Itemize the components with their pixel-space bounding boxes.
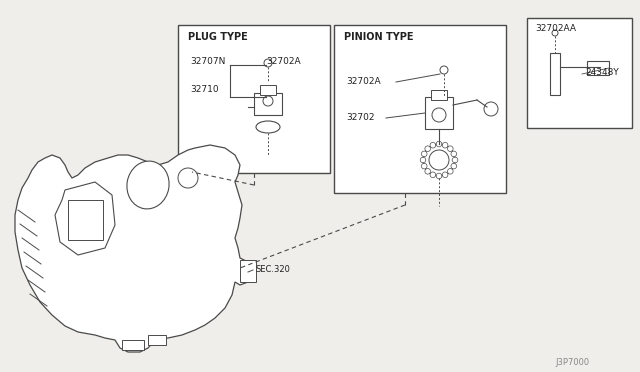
Text: 32702AA: 32702AA <box>535 24 576 33</box>
Bar <box>260 85 276 95</box>
Circle shape <box>425 146 431 151</box>
Bar <box>254 93 282 115</box>
Text: 32707N: 32707N <box>190 57 225 66</box>
Text: J3P7000: J3P7000 <box>555 358 589 367</box>
Text: SEC.320: SEC.320 <box>255 265 290 274</box>
Bar <box>550 53 560 95</box>
Circle shape <box>263 96 273 106</box>
Circle shape <box>425 169 431 174</box>
Bar <box>587 61 609 75</box>
Circle shape <box>430 142 436 148</box>
Bar <box>122 340 144 350</box>
Text: 32702: 32702 <box>346 113 374 122</box>
Circle shape <box>430 172 436 177</box>
Bar <box>148 335 166 345</box>
Polygon shape <box>15 145 252 352</box>
Bar <box>178 25 330 173</box>
Polygon shape <box>55 182 115 255</box>
Circle shape <box>447 169 453 174</box>
Circle shape <box>442 142 448 148</box>
Text: 24348Y: 24348Y <box>585 68 619 77</box>
Circle shape <box>420 157 426 163</box>
Circle shape <box>452 157 458 163</box>
Circle shape <box>421 163 427 169</box>
Circle shape <box>432 108 446 122</box>
Circle shape <box>451 163 456 169</box>
Bar <box>425 97 453 129</box>
Text: PINION TYPE: PINION TYPE <box>344 32 413 42</box>
Circle shape <box>421 151 427 157</box>
Ellipse shape <box>256 121 280 133</box>
Text: 32710: 32710 <box>190 85 219 94</box>
Text: PLUG TYPE: PLUG TYPE <box>188 32 248 42</box>
Circle shape <box>447 146 453 151</box>
Text: 32702A: 32702A <box>266 57 301 66</box>
Circle shape <box>436 141 442 147</box>
Circle shape <box>264 59 272 67</box>
Circle shape <box>429 150 449 170</box>
Text: 32702A: 32702A <box>346 77 381 86</box>
Bar <box>527 18 632 128</box>
Circle shape <box>484 102 498 116</box>
Circle shape <box>178 168 198 188</box>
Bar <box>68 200 103 240</box>
Circle shape <box>440 66 448 74</box>
Bar <box>431 90 447 100</box>
Circle shape <box>552 30 558 36</box>
Circle shape <box>451 151 456 157</box>
Circle shape <box>436 173 442 179</box>
Circle shape <box>442 172 448 177</box>
Bar <box>240 260 256 282</box>
Circle shape <box>423 144 455 176</box>
Ellipse shape <box>127 161 169 209</box>
Bar <box>334 25 506 193</box>
